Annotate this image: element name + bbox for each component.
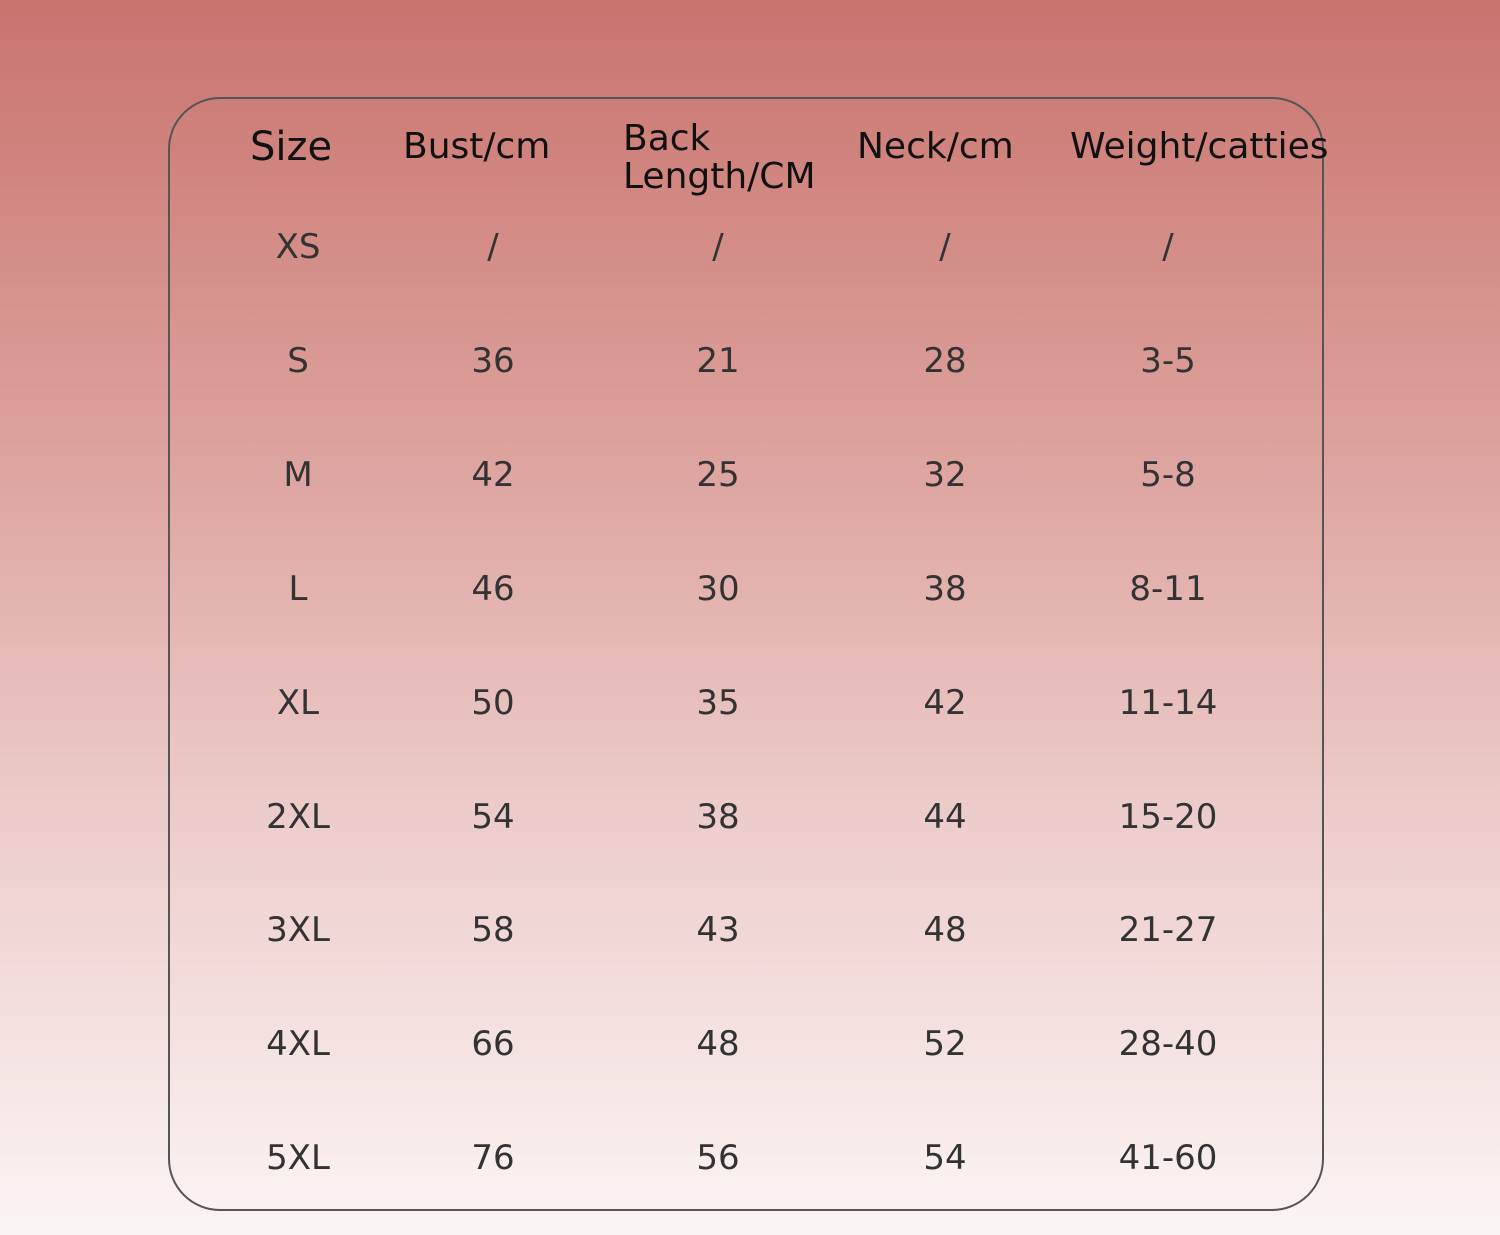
table-cell: 28 (923, 340, 967, 381)
table-cell: 46 (471, 568, 515, 609)
table-cell: 48 (923, 910, 967, 951)
table-cell: 44 (923, 796, 967, 837)
table-cell: 35 (696, 682, 740, 723)
table-cell: 66 (471, 1024, 515, 1065)
table-cell: / (1162, 227, 1174, 267)
table-cell: 3-5 (1140, 340, 1196, 381)
table-cell: XL (276, 682, 320, 723)
table-cell: 11-14 (1118, 682, 1218, 723)
table-cell: 38 (923, 568, 967, 609)
table-cell: 42 (471, 454, 515, 495)
table-cell: L (288, 568, 308, 609)
table-cell: 38 (696, 796, 740, 837)
table-cell: 15-20 (1118, 796, 1218, 837)
table-cell: 3XL (266, 910, 330, 951)
table-cell: 41-60 (1118, 1138, 1218, 1179)
table-cell: 48 (696, 1024, 740, 1065)
table-cell: 42 (923, 682, 967, 723)
header-cell: Bust/cm (403, 126, 551, 167)
table-cell: / (712, 227, 724, 267)
table-cell: 4XL (266, 1024, 330, 1065)
table-cell: 2XL (266, 796, 330, 837)
table-cell: 50 (471, 682, 515, 723)
table-cell: M (283, 454, 313, 495)
table-cell: 30 (696, 568, 740, 609)
table-cell: XS (275, 227, 321, 267)
table-frame (168, 97, 1324, 1211)
table-cell: 56 (696, 1138, 740, 1179)
header-cell: Back Length/CM (623, 118, 816, 197)
table-cell: 28-40 (1118, 1024, 1218, 1065)
table-cell: 32 (923, 454, 967, 495)
header-cell: Weight/catties (1070, 126, 1329, 167)
table-cell: 21-27 (1118, 910, 1218, 951)
table-cell: 21 (696, 340, 740, 381)
table-cell: 8-11 (1129, 568, 1207, 609)
table-cell: 58 (471, 910, 515, 951)
table-cell: 5XL (266, 1138, 330, 1179)
table-cell: 54 (471, 796, 515, 837)
header-cell: Size (250, 124, 333, 170)
table-cell: / (939, 227, 951, 267)
table-cell: 25 (696, 454, 740, 495)
table-cell: 43 (696, 910, 740, 951)
table-cell: 5-8 (1140, 454, 1196, 495)
table-cell: / (487, 227, 499, 267)
header-cell: Neck/cm (857, 126, 1014, 167)
table-cell: 52 (923, 1024, 967, 1065)
table-cell: 76 (471, 1138, 515, 1179)
table-cell: 36 (471, 340, 515, 381)
table-cell: S (287, 340, 309, 381)
table-cell: 54 (923, 1138, 967, 1179)
